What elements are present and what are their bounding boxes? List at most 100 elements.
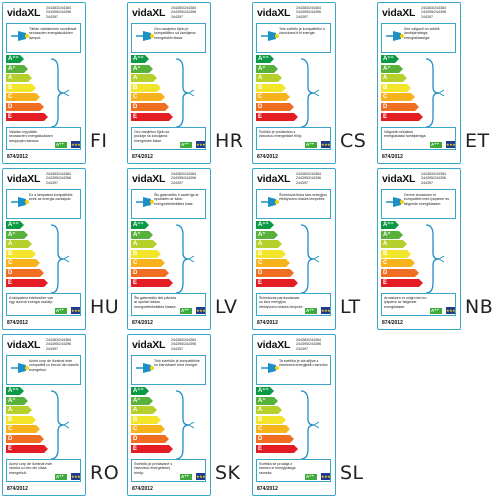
energy-class-bar: A⁺ <box>131 64 153 73</box>
product-codes: 244383/244384 244395/244396 244397 <box>296 6 335 19</box>
brace-icon <box>298 389 320 461</box>
energy-scale: A⁺⁺ A⁺ A B C D E <box>6 387 48 454</box>
energy-label-hr: vidaXL 244383/244384 244395/244396 244397 Ov… <box>125 0 250 166</box>
included-bulb-box: Šis gaismeklis tiek pārdots ar spuldzi š… <box>131 293 206 316</box>
energy-class-letter: C <box>8 426 13 433</box>
energy-class-bar: E <box>131 444 173 453</box>
product-code: 244395/244396 <box>46 342 71 347</box>
eu-flag-icon: ★★★ <box>196 473 206 480</box>
included-class-arrow: A⁺⁺ <box>180 142 192 148</box>
energy-class-letter: D <box>8 103 13 110</box>
energy-class-bar: A⁺ <box>131 396 153 405</box>
energy-class-bar: A⁺ <box>381 64 403 73</box>
energy-scale: A⁺⁺ A⁺ A B C D E <box>256 387 298 454</box>
compatibility-box: Šis gaismeklis ir saderīgs ar spuldzēm a… <box>131 189 206 219</box>
energy-class-bar: E <box>6 444 48 453</box>
regulation-number: 874/2012 <box>7 320 28 326</box>
product-codes: 244383/244384 244395/244396 244397 <box>421 172 460 185</box>
brand-logo: vidaXL <box>257 173 291 185</box>
energy-class-letter: A⁺⁺ <box>8 56 19 62</box>
eu-flag-icon: ★★★ <box>71 307 81 314</box>
energy-class-letter: C <box>258 426 263 433</box>
compatibility-text: Šis gaismeklis ir saderīgs ar spuldzēm a… <box>154 193 199 206</box>
compatibility-box: Ez a lámpatest kompatibilis ezek az ener… <box>6 189 81 219</box>
energy-class-letter: C <box>133 426 138 433</box>
language-code: ET <box>465 130 490 152</box>
eu-flag-icon: ★★★ <box>321 141 331 148</box>
energy-class-letter: D <box>383 269 388 276</box>
regulation-number: 874/2012 <box>382 320 403 326</box>
energy-class-bar: A⁺⁺ <box>6 55 24 63</box>
included-bulb-box: Ovo rasvjetno tijelo se prodaje sa žarul… <box>131 127 206 150</box>
included-class-arrow: A⁺⁺ <box>55 142 67 148</box>
energy-class-letter: E <box>8 279 13 286</box>
energy-class-letter: E <box>133 113 138 120</box>
included-bulb-text: Šviestuvas parduodamas su šios energijos… <box>259 296 304 309</box>
energy-class-letter: B <box>258 84 263 91</box>
energy-class-bar: D <box>131 434 169 443</box>
lamp-icon <box>384 28 404 44</box>
product-code: 244383/244384 <box>296 172 321 176</box>
energy-class-bar: A <box>6 240 32 249</box>
lamp-icon <box>259 194 279 210</box>
regulation-number: 874/2012 <box>7 154 28 160</box>
energy-class-letter: D <box>8 435 13 442</box>
energy-class-bar: A⁺⁺ <box>131 387 149 395</box>
energy-class-letter: E <box>8 113 13 120</box>
energy-class-bar: A⁺⁺ <box>381 55 399 63</box>
lamp-icon <box>134 194 154 210</box>
product-code: 244397 <box>421 14 433 19</box>
energy-class-bar: A⁺ <box>6 230 28 239</box>
energy-class-letter: E <box>258 113 263 120</box>
energy-class-bar: C <box>6 93 40 102</box>
energy-class-letter: D <box>258 435 263 442</box>
product-code: 244395/244396 <box>171 10 196 15</box>
energy-class-bar: B <box>256 415 286 424</box>
brace-icon <box>173 223 195 295</box>
compatibility-text: Acest corp de iluminat este compatibil c… <box>29 359 79 372</box>
energy-class-bar: D <box>6 102 44 111</box>
included-bulb-box: Valgustit müüakse energiaklassi lambipir… <box>381 127 456 150</box>
product-code: 244397 <box>421 180 433 185</box>
product-code: 244397 <box>46 14 58 19</box>
included-bulb-box: Armaturen er solgt med en lyspære av føl… <box>381 293 456 316</box>
compatibility-text: Tähän valaisimeen soveltuvat seuraavien … <box>29 27 77 40</box>
compatibility-text: Denne armaturen er kompatibel med lyspær… <box>404 193 450 206</box>
energy-label-card: vidaXL 244383/244384 244395/244396 244397 Šv… <box>252 168 336 330</box>
energy-label-card: vidaXL 244383/244384 244395/244396 244397 To… <box>127 334 211 496</box>
energy-class-letter: A⁺ <box>258 231 266 238</box>
product-code: 244397 <box>171 180 183 185</box>
energy-class-letter: A <box>258 75 263 82</box>
energy-class-bar: E <box>6 112 48 121</box>
included-bulb-box: Svítidlo je prodáváno s žárovkou energet… <box>256 127 331 150</box>
brace-icon <box>173 57 195 129</box>
energy-class-bar: B <box>131 249 161 258</box>
energy-class-letter: A <box>133 75 138 82</box>
energy-class-bar: A <box>131 406 157 415</box>
regulation-number: 874/2012 <box>132 486 153 492</box>
product-code: 244397 <box>296 180 308 185</box>
product-code: 244383/244384 <box>46 6 71 10</box>
energy-class-letter: C <box>258 260 263 267</box>
included-bulb-text: Svietidlo je predávané s žiarovkou energ… <box>134 462 173 475</box>
energy-class-bar: A <box>381 74 407 83</box>
language-code: LV <box>215 296 238 318</box>
energy-class-letter: A <box>8 75 13 82</box>
energy-class-letter: A⁺ <box>383 231 391 238</box>
product-code: 244395/244396 <box>171 176 196 181</box>
energy-class-letter: A⁺ <box>258 397 266 404</box>
lamp-icon <box>384 194 404 210</box>
product-code: 244383/244384 <box>171 172 196 176</box>
product-codes: 244383/244384 244395/244396 244397 <box>421 6 460 19</box>
energy-scale: A⁺⁺ A⁺ A B C D E <box>381 55 423 122</box>
brand-logo: vidaXL <box>382 173 416 185</box>
compatibility-box: See valgusti on sobilik lambipirnidega e… <box>381 23 456 53</box>
compatibility-box: Ta svetilka je združljiva z žarnicami en… <box>256 355 331 385</box>
energy-class-bar: A <box>256 406 282 415</box>
lamp-icon <box>259 28 279 44</box>
energy-class-letter: B <box>258 250 263 257</box>
brand-logo: vidaXL <box>132 173 166 185</box>
brand-logo: vidaXL <box>382 7 416 19</box>
energy-class-bar: A⁺ <box>6 64 28 73</box>
